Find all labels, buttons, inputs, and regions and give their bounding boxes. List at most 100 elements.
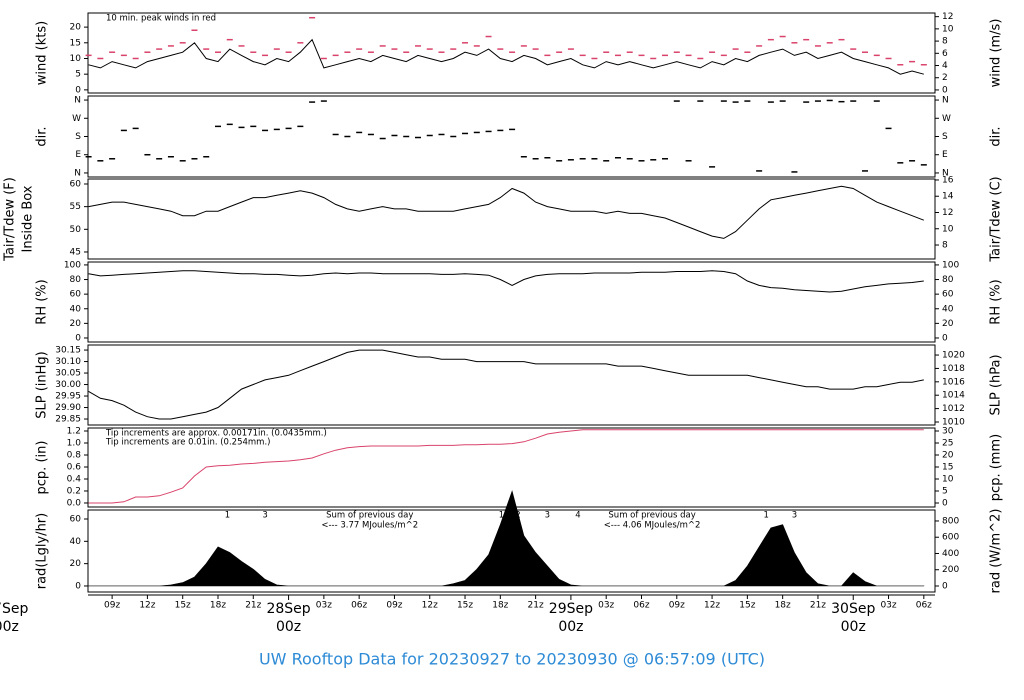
y-tick-label: 20 — [70, 319, 82, 329]
x-tick-label: 21z — [810, 601, 826, 611]
y2-tick-label: 5 — [942, 486, 948, 496]
data-line — [88, 270, 924, 293]
y2-axis-label: Tair/Tdew (C) — [989, 176, 1004, 262]
y2-tick-label: S — [942, 132, 948, 142]
y2-tick-label: 2 — [942, 73, 948, 83]
y2-tick-label: 30 — [942, 426, 954, 436]
y-tick-label: 0 — [75, 581, 81, 591]
x-tick-label: 18z — [492, 601, 508, 611]
y2-tick-label: 600 — [942, 533, 959, 543]
x-tick-label: 18z — [775, 601, 791, 611]
annotation: <--- 3.77 MJoules/m^2 — [321, 521, 418, 531]
y2-tick-label: 16 — [942, 175, 954, 185]
data-line — [88, 38, 924, 75]
x-tick-label: 06z — [351, 601, 367, 611]
annotation: <--- 4.06 MJoules/m^2 — [604, 521, 701, 531]
hour-mark: 1 — [225, 511, 230, 521]
y2-axis-label: rad (W/m^2) — [989, 509, 1004, 594]
y-tick-label: 20 — [70, 23, 82, 33]
y-tick-label: 0 — [75, 85, 81, 95]
y2-tick-label: 1016 — [942, 377, 965, 387]
y2-tick-label: 4 — [942, 61, 948, 71]
y-axis-label: rad(Lgly/hr) — [35, 513, 50, 589]
y-tick-label: S — [75, 132, 81, 142]
y-tick-label: 30.10 — [55, 357, 81, 367]
y-tick-label: 80 — [70, 275, 82, 285]
y-tick-label: 40 — [70, 304, 82, 314]
y2-tick-label: 10 — [942, 224, 954, 234]
hour-mark: 2 — [515, 511, 520, 521]
x-tick-label: 09z — [386, 601, 402, 611]
y-axis-label: SLP (inHg) — [35, 351, 50, 419]
y-tick-label: 60 — [70, 179, 82, 189]
y2-tick-label: 8 — [942, 241, 948, 251]
y2-tick-label: 0 — [942, 581, 948, 591]
y-tick-label: 0 — [75, 333, 81, 343]
hour-mark: 3 — [262, 511, 267, 521]
y2-tick-label: 10 — [942, 24, 954, 34]
x-tick-label: 12z — [139, 601, 155, 611]
y2-tick-label: 6 — [942, 49, 948, 59]
y-tick-label: 60 — [70, 514, 82, 524]
y-tick-label: 40 — [70, 537, 82, 547]
y2-tick-label: 0 — [942, 498, 948, 508]
y-tick-label: 20 — [70, 559, 82, 569]
annotation: Sum of previous day — [608, 511, 695, 521]
y-tick-label: 30.05 — [55, 369, 81, 379]
data-line — [88, 185, 924, 239]
x-tick-label: 21z — [245, 601, 261, 611]
x-tick-label: 06z — [916, 601, 932, 611]
y-tick-label: 29.90 — [55, 403, 81, 413]
y-tick-label: 29.85 — [55, 415, 81, 425]
y-tick-label: 100 — [64, 260, 81, 270]
annotation: 10 min. peak winds in red — [106, 14, 216, 24]
y-tick-label: E — [75, 150, 81, 160]
y2-tick-label: N — [942, 96, 949, 106]
y2-tick-label: 800 — [942, 516, 959, 526]
y2-tick-label: 12 — [942, 208, 953, 218]
y2-tick-label: 0 — [942, 333, 948, 343]
annotation: Tip increments are 0.01in. (0.254mm.) — [105, 438, 270, 448]
y2-tick-label: 1014 — [942, 391, 965, 401]
y2-tick-label: 40 — [942, 304, 954, 314]
y2-tick-label: E — [942, 150, 948, 160]
y-tick-label: 50 — [70, 225, 82, 235]
day-label: 28Sep — [266, 601, 310, 617]
y2-axis-label: dir. — [989, 126, 1004, 146]
radiation-area — [88, 490, 925, 587]
hour-mark: 1 — [499, 511, 504, 521]
y2-axis-label: SLP (hPa) — [989, 354, 1004, 415]
y2-tick-label: 15 — [942, 462, 953, 472]
y-axis-label: RH (%) — [35, 279, 50, 324]
y-tick-label: 45 — [70, 247, 81, 257]
y2-tick-label: 20 — [942, 319, 954, 329]
day-label: 30Sep — [831, 601, 875, 617]
y-tick-label: 0.6 — [67, 462, 82, 472]
x-tick-label: 15z — [739, 601, 755, 611]
panel-frame — [87, 178, 936, 260]
hour-mark: 1 — [763, 511, 768, 521]
y-tick-label: 0.0 — [67, 498, 82, 508]
y2-axis-label: pcp. (mm) — [989, 434, 1004, 501]
y-axis-label: Tair/Tdew (F) — [3, 177, 18, 262]
y-tick-label: 30.00 — [55, 380, 81, 390]
y2-tick-label: 1012 — [942, 404, 965, 414]
y2-tick-label: 60 — [942, 290, 954, 300]
x-tick-label: 18z — [210, 601, 226, 611]
y2-tick-label: 80 — [942, 275, 954, 285]
y-tick-label: N — [74, 168, 81, 178]
y2-tick-label: 0 — [942, 85, 948, 95]
y-tick-label: 0.8 — [67, 450, 82, 460]
day-hour-label: 00z — [0, 619, 19, 635]
y-tick-label: 55 — [70, 202, 81, 212]
y2-axis-label: wind (m/s) — [989, 19, 1004, 88]
y2-tick-label: 100 — [942, 260, 959, 270]
annotation: Tip increments are approx. 0.00171in. (0… — [105, 429, 327, 439]
y2-tick-label: 8 — [942, 37, 948, 47]
day-hour-label: 00z — [276, 619, 301, 635]
y2-tick-label: 1010 — [942, 417, 965, 427]
day-hour-label: 00z — [841, 619, 866, 635]
panel-frame — [87, 261, 936, 343]
